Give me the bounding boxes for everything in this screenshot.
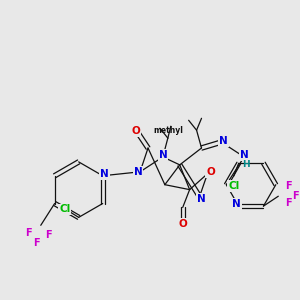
Text: F: F [45, 230, 52, 240]
Text: F: F [285, 181, 292, 191]
Text: F: F [34, 238, 40, 248]
Text: N: N [134, 167, 142, 177]
Text: N: N [232, 199, 241, 209]
Text: methyl: methyl [153, 126, 183, 135]
Text: F: F [26, 228, 32, 238]
Text: O: O [132, 126, 140, 136]
Text: H: H [242, 160, 250, 169]
Text: Cl: Cl [59, 204, 70, 214]
Text: O: O [178, 219, 187, 229]
Text: N: N [197, 194, 206, 203]
Text: Cl: Cl [228, 181, 239, 191]
Text: N: N [158, 150, 167, 160]
Text: F: F [292, 191, 298, 201]
Text: N: N [240, 150, 248, 160]
Text: O: O [206, 167, 215, 177]
Text: N: N [219, 136, 228, 146]
Text: N: N [100, 169, 109, 179]
Text: F: F [285, 198, 292, 208]
